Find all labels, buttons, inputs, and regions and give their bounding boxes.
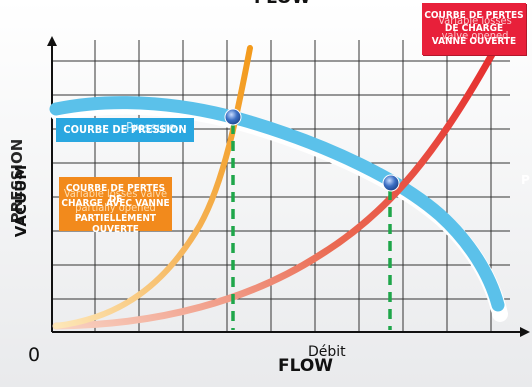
pressure-curve <box>49 96 505 312</box>
legend-valve-open-ghost: Variable losses valve opened <box>438 14 512 42</box>
x-axis-arrow-icon <box>520 327 530 337</box>
legend-pressure-ghost: Pressure <box>126 121 176 136</box>
legend-valve-partial-line3: PARTIELLEMENT OUVERTE <box>74 213 157 235</box>
x-axis-title: FLOW <box>278 356 334 376</box>
top-flow-label: FLOW <box>254 0 311 8</box>
legend-valve-open-line2: DE CHARGE <box>444 23 504 34</box>
origin-label: 0 <box>28 344 41 366</box>
y-axis-arrow-icon <box>47 36 57 46</box>
grid <box>52 40 510 332</box>
legend-valve-open-line3: VANNE OUVERTE <box>431 36 517 47</box>
operating-point-partial <box>224 108 242 126</box>
legend-valve-partial-ghost: Variable losses valve partially opened <box>63 187 168 214</box>
operating-point-open <box>382 174 400 192</box>
open-valve-loss-curve <box>52 36 504 330</box>
legend-pressure-title: COURBE DE PRESSION <box>63 123 187 136</box>
legend-pressure-curve: Pressure COURBE DE PRESSION <box>56 118 194 142</box>
y-axis-title-overlay: PRESSION <box>8 138 26 224</box>
legend-valve-open: Variable losses valve opened COURBE DE P… <box>422 3 526 55</box>
right-edge-glyph: P <box>521 173 530 187</box>
axes <box>47 36 530 337</box>
x-axis-title-overlay: Débit <box>308 344 346 360</box>
legend-valve-partial: Variable losses valve partially opened C… <box>59 177 172 235</box>
legend-valve-open-line1: COURBE DE PERTES <box>424 10 524 21</box>
partial-valve-loss-curve <box>53 45 253 329</box>
legend-valve-partial-line1: COURBE DE PERTES DE <box>65 183 166 205</box>
legend-valve-partial-line2: CHARGE AVEC VANNE <box>61 198 170 209</box>
